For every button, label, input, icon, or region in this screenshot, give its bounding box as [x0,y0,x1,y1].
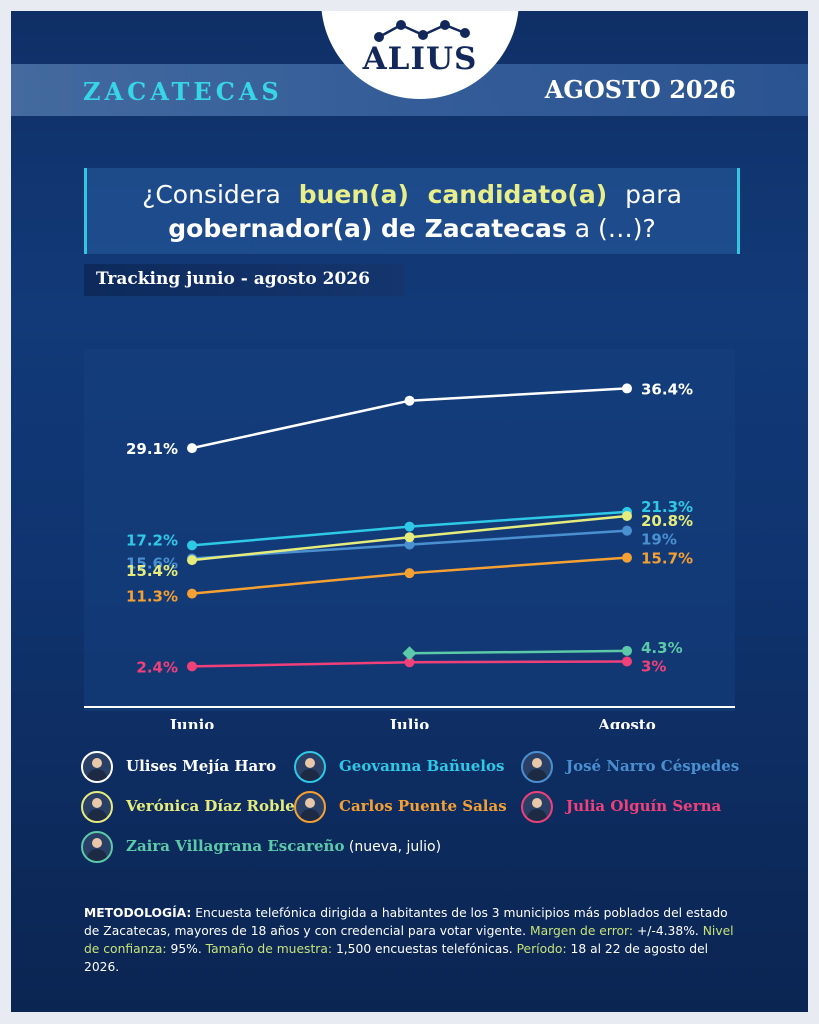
series-line [409,649,628,655]
data-label: 21.3% [641,498,693,516]
question-line2-bold: gobernador(a) de Zacatecas [168,214,567,243]
question-box: ¿Considera buen(a) candidato(a) para gob… [84,168,740,254]
legend-candidate-name: Verónica Díaz Robles [126,797,304,815]
legend-candidate-name: Geovanna Bañuelos [339,757,505,775]
avatar-body [87,809,107,821]
method-text-1: Encuesta telefónica dirigida a habitante… [84,906,728,938]
avatar-head [305,798,315,808]
method-key-1: METODOLOGÍA: [84,906,192,920]
state-title: ZACATECAS [83,77,283,106]
data-label: 2.4% [136,658,178,676]
data-point [622,510,632,521]
data-point [622,383,632,394]
avatar-body [87,769,107,781]
question-highlight: buen(a) candidato(a) [298,180,608,209]
data-point [187,555,197,566]
data-label: 19% [641,531,677,549]
legend-label: Geovanna Bañuelos [339,757,504,775]
avatar-head [532,758,542,768]
x-tick-label: Junio [168,716,215,729]
data-point [622,552,632,563]
legend-note: (nueva, julio) [344,839,442,855]
data-label: 15.7% [641,550,693,568]
question-line2-rest: a (…)? [574,214,656,243]
x-tick-label: Julio [388,716,429,729]
period-title: AGOSTO 2026 [544,75,736,104]
data-point [404,532,415,543]
data-point [404,395,415,406]
legend-candidate-name: José Narro Céspedes [566,757,740,775]
question-line-1: ¿Considera buen(a) candidato(a) para [87,180,737,209]
avatar-body [527,769,547,781]
brand-logo: ALIUS [362,41,478,77]
tracking-label-box: Tracking junio - agosto 2026 [84,264,404,296]
data-label: 17.2% [126,531,178,549]
data-point [402,646,417,661]
avatar-icon [294,791,326,823]
method-key-4: Tamaño de muestra: [205,942,333,956]
data-label: 4.3% [641,639,683,657]
avatar-icon [521,791,553,823]
avatar-head [92,798,102,808]
data-label: 15.6% [126,554,178,572]
method-key-3: Nivel de confianza: [84,924,734,956]
legend-label: Zaira Villagrana Escareño (nueva, julio) [126,837,441,855]
data-point [187,661,197,672]
question-part1: ¿Considera [142,180,281,209]
data-label: 29.1% [126,440,178,458]
legend-label: Carlos Puente Salas [339,797,507,815]
avatar-icon [521,751,553,783]
data-point [187,588,197,599]
avatar-icon [81,751,113,783]
legend-label: Ulises Mejía Haro [126,757,276,775]
methodology: METODOLOGÍA: Encuesta telefónica dirigid… [84,904,744,976]
avatar-head [92,758,102,768]
avatar-icon [81,831,113,863]
data-point [404,657,415,668]
avatar-body [87,849,107,861]
data-point [404,521,415,532]
method-key-2: Margen de error: [529,924,634,938]
question-line-2: gobernador(a) de Zacatecas a (…)? [87,214,737,243]
legend-candidate-name: Ulises Mejía Haro [126,757,277,775]
avatar-icon [81,791,113,823]
data-point [622,645,632,656]
method-text-5: 18 al 22 de agosto del 2026. [84,942,709,974]
legend-label: Verónica Díaz Robles [126,797,303,815]
avatar-head [532,798,542,808]
legend-candidate-name: Zaira Villagrana Escareño [126,837,345,855]
legend-label: José Narro Céspedes [566,757,739,775]
tracking-label: Tracking junio - agosto 2026 [96,269,370,289]
x-tick-label: Agosto [597,716,656,729]
infographic-frame: ALIUS ZACATECAS AGOSTO 2026 ¿Considera b… [11,11,808,1012]
method-key-5: Período: [516,942,567,956]
method-text-3: 95%. [170,942,202,956]
question-part2: para [625,180,682,209]
data-label: 3% [641,657,666,675]
method-text-2: +/-4.38%. [636,924,699,938]
data-label: 20.8% [641,512,693,530]
data-label: 11.3% [126,588,178,606]
data-point [187,540,197,551]
data-point [622,656,632,667]
data-point [404,568,415,579]
method-text-4: 1,500 encuestas telefónicas. [335,942,513,956]
avatar-body [300,809,320,821]
avatar-head [305,758,315,768]
logo-dots-icon [374,20,470,42]
legend-label: Julia Olguín Serna [566,797,721,815]
avatar-body [527,809,547,821]
data-point [187,443,197,454]
data-label: 15.4% [126,562,178,580]
avatar-head [92,838,102,848]
legend-candidate-name: Carlos Puente Salas [339,797,507,815]
data-point [622,525,632,536]
data-label: 36.4% [641,380,693,398]
avatar-icon [294,751,326,783]
legend-candidate-name: Julia Olguín Serna [566,797,722,815]
avatar-body [300,769,320,781]
data-point [404,539,415,550]
line-chart: Junio Julio Agosto 29.1% 36.4% 17.2% 21.3% 15.6… [84,349,735,729]
